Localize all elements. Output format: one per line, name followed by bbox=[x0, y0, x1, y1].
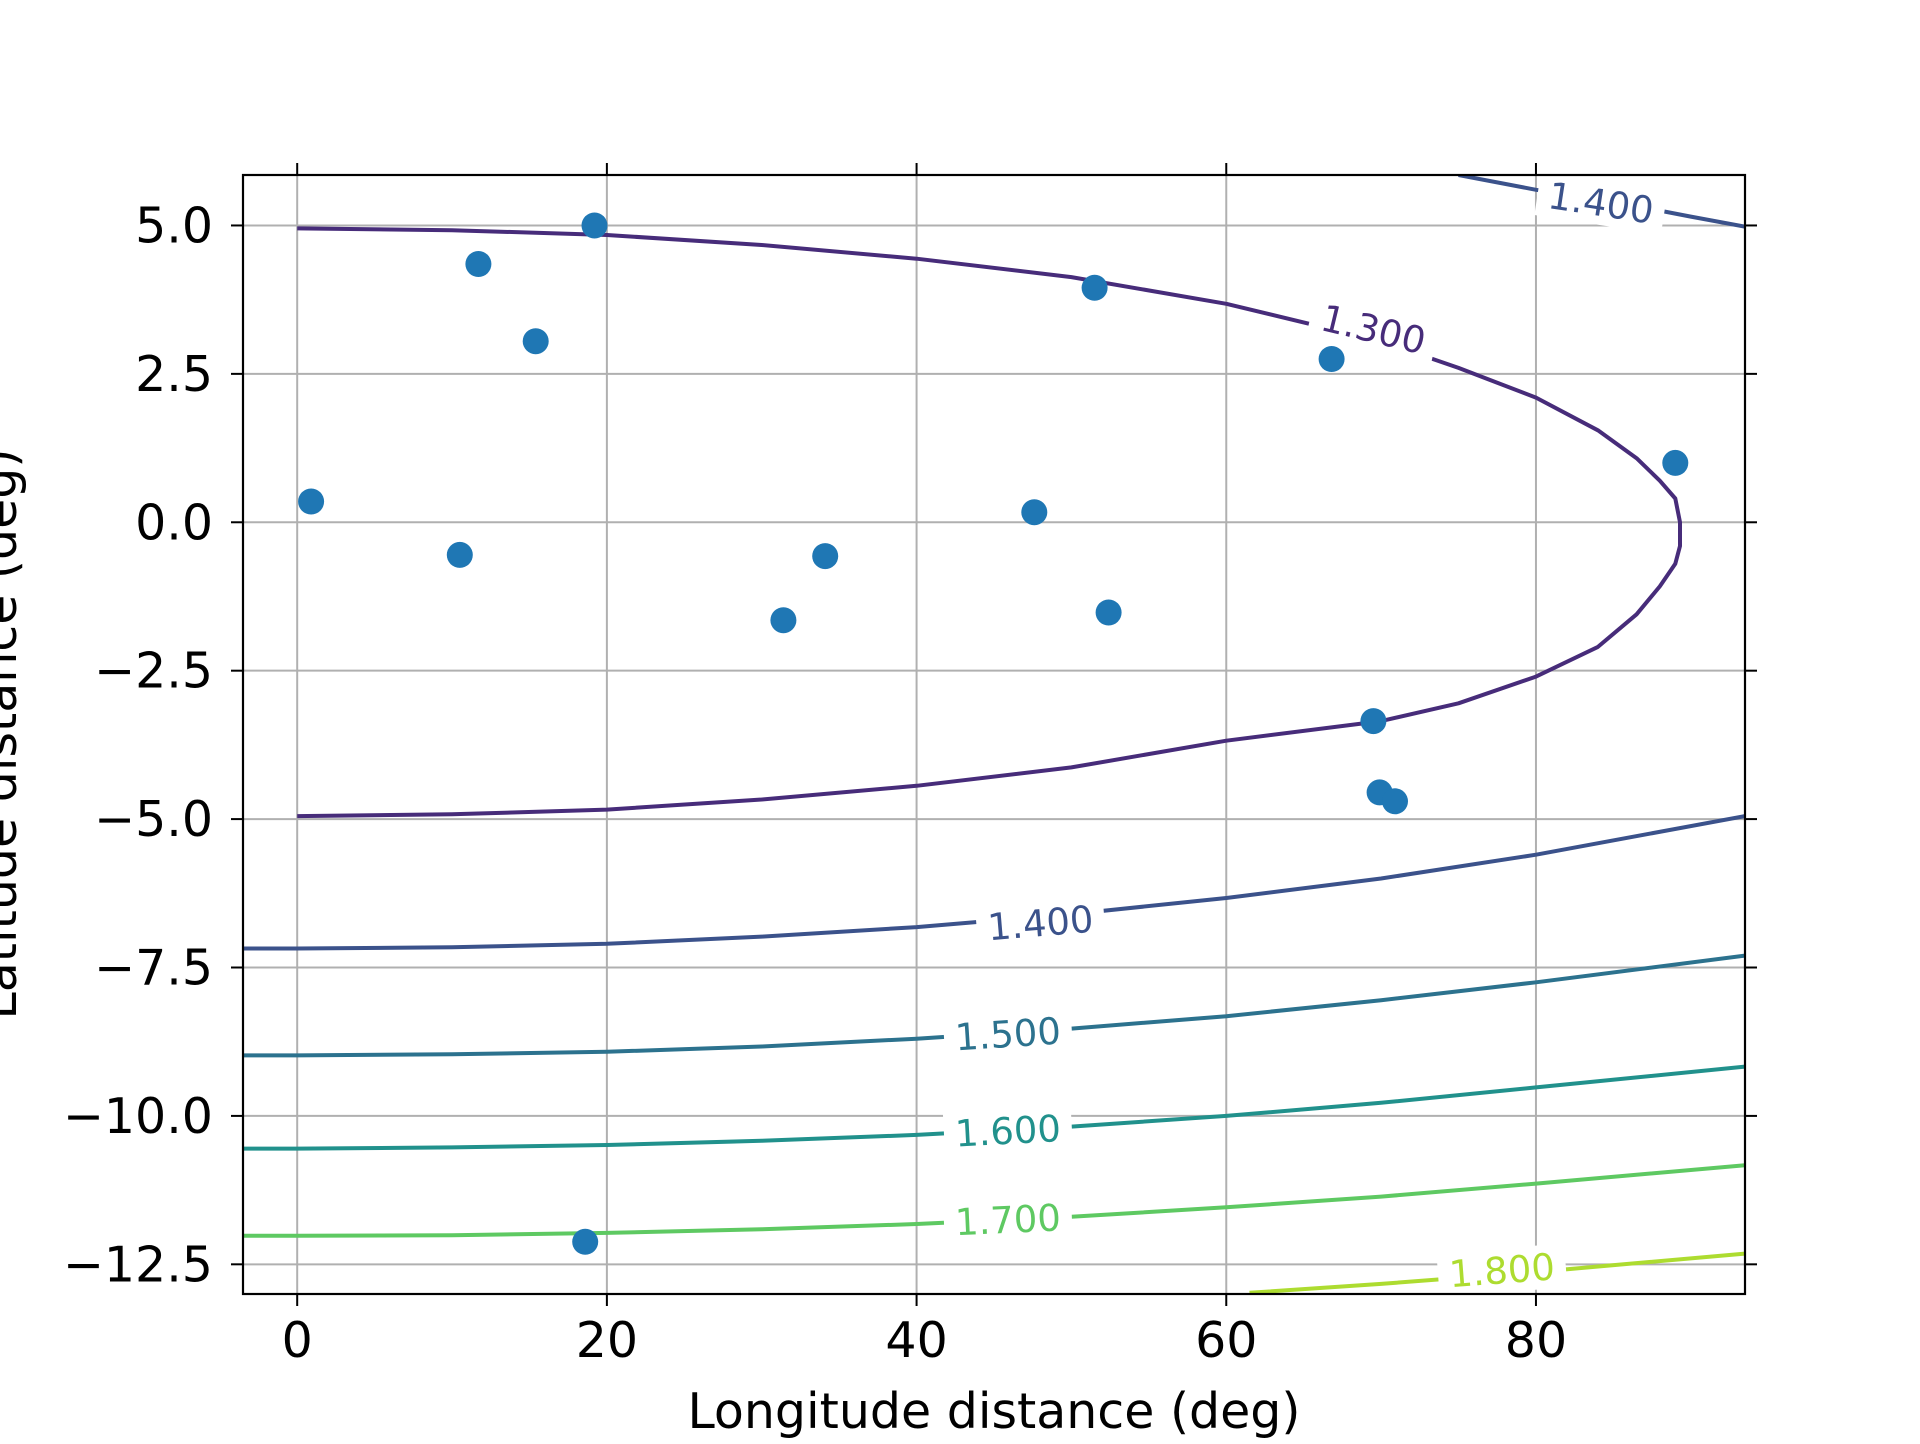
scatter-point bbox=[812, 543, 839, 570]
scatter-point bbox=[446, 541, 473, 568]
contour-label: 1.600 bbox=[942, 1105, 1073, 1157]
contour-lines bbox=[243, 175, 1745, 1294]
contour-level-label: 1.800 bbox=[1447, 1245, 1556, 1296]
x-tick-label: 40 bbox=[885, 1312, 947, 1369]
scatter-point bbox=[1662, 449, 1689, 476]
axis-ticks: 0 20 40 60 80 5.0 2.5 0.0 −2.5 −5.0 −7.5 −10.0 −12.5 bbox=[63, 163, 1757, 1369]
scatter-point bbox=[1021, 499, 1048, 526]
contour-line bbox=[243, 1163, 1745, 1238]
y-tick-label: −2.5 bbox=[94, 643, 213, 700]
contour-label: 1.500 bbox=[942, 1007, 1074, 1061]
y-tick-label: −10.0 bbox=[63, 1088, 213, 1145]
contour-level-label: 1.400 bbox=[986, 898, 1095, 950]
y-axis-label: Latitude distance (deg) bbox=[0, 448, 28, 1019]
scatter-point bbox=[298, 488, 325, 515]
contour-level-label: 1.500 bbox=[954, 1010, 1063, 1060]
contour-label-gap bbox=[942, 1007, 1074, 1061]
contour-level-label: 1.600 bbox=[954, 1107, 1062, 1156]
scatter-point bbox=[465, 251, 492, 277]
y-tick-label: −7.5 bbox=[94, 940, 213, 997]
x-axis-label: Longitude distance (deg) bbox=[687, 1383, 1300, 1440]
contour-label: 1.800 bbox=[1436, 1243, 1568, 1298]
x-tick-label: 20 bbox=[576, 1312, 638, 1369]
y-tick-label: −5.0 bbox=[94, 791, 213, 848]
y-tick-label: 5.0 bbox=[135, 197, 213, 254]
scatter-point bbox=[572, 1228, 599, 1255]
contour-label: 1.700 bbox=[942, 1194, 1073, 1245]
y-tick-label: −12.5 bbox=[63, 1236, 213, 1293]
scatter-point bbox=[1382, 788, 1408, 815]
y-tick-label: 0.0 bbox=[135, 494, 213, 551]
scatter-points bbox=[298, 212, 1689, 1255]
plot-area-frame bbox=[241, 173, 1747, 1296]
contour-label: 1.400 bbox=[974, 895, 1107, 951]
contour-line bbox=[243, 953, 1745, 1058]
contour-level-label: 1.400 bbox=[1545, 174, 1656, 233]
contour-line bbox=[297, 226, 1682, 819]
contour-label-gap bbox=[974, 895, 1107, 951]
contour-label-gap bbox=[1534, 171, 1668, 235]
scatter-point bbox=[581, 212, 608, 239]
contour-line bbox=[243, 814, 1745, 951]
scatter-point bbox=[770, 607, 797, 634]
scatter-point bbox=[1318, 346, 1345, 372]
contour-level-label: 1.700 bbox=[954, 1196, 1062, 1244]
scatter-point bbox=[1360, 708, 1387, 735]
contour-line bbox=[243, 1064, 1745, 1151]
x-tick-label: 0 bbox=[282, 1312, 313, 1369]
contour-label-gap bbox=[1436, 1243, 1568, 1298]
scatter-point bbox=[522, 328, 549, 355]
contour-label-gap bbox=[942, 1105, 1073, 1157]
contour-label-gap bbox=[1306, 292, 1441, 366]
y-tick-label: 2.5 bbox=[135, 346, 213, 403]
x-tick-label: 80 bbox=[1505, 1312, 1567, 1369]
x-tick-label: 60 bbox=[1195, 1312, 1257, 1369]
contour-label-gap bbox=[942, 1194, 1073, 1245]
scatter-point bbox=[1095, 599, 1122, 626]
scatter-point bbox=[1081, 274, 1108, 301]
